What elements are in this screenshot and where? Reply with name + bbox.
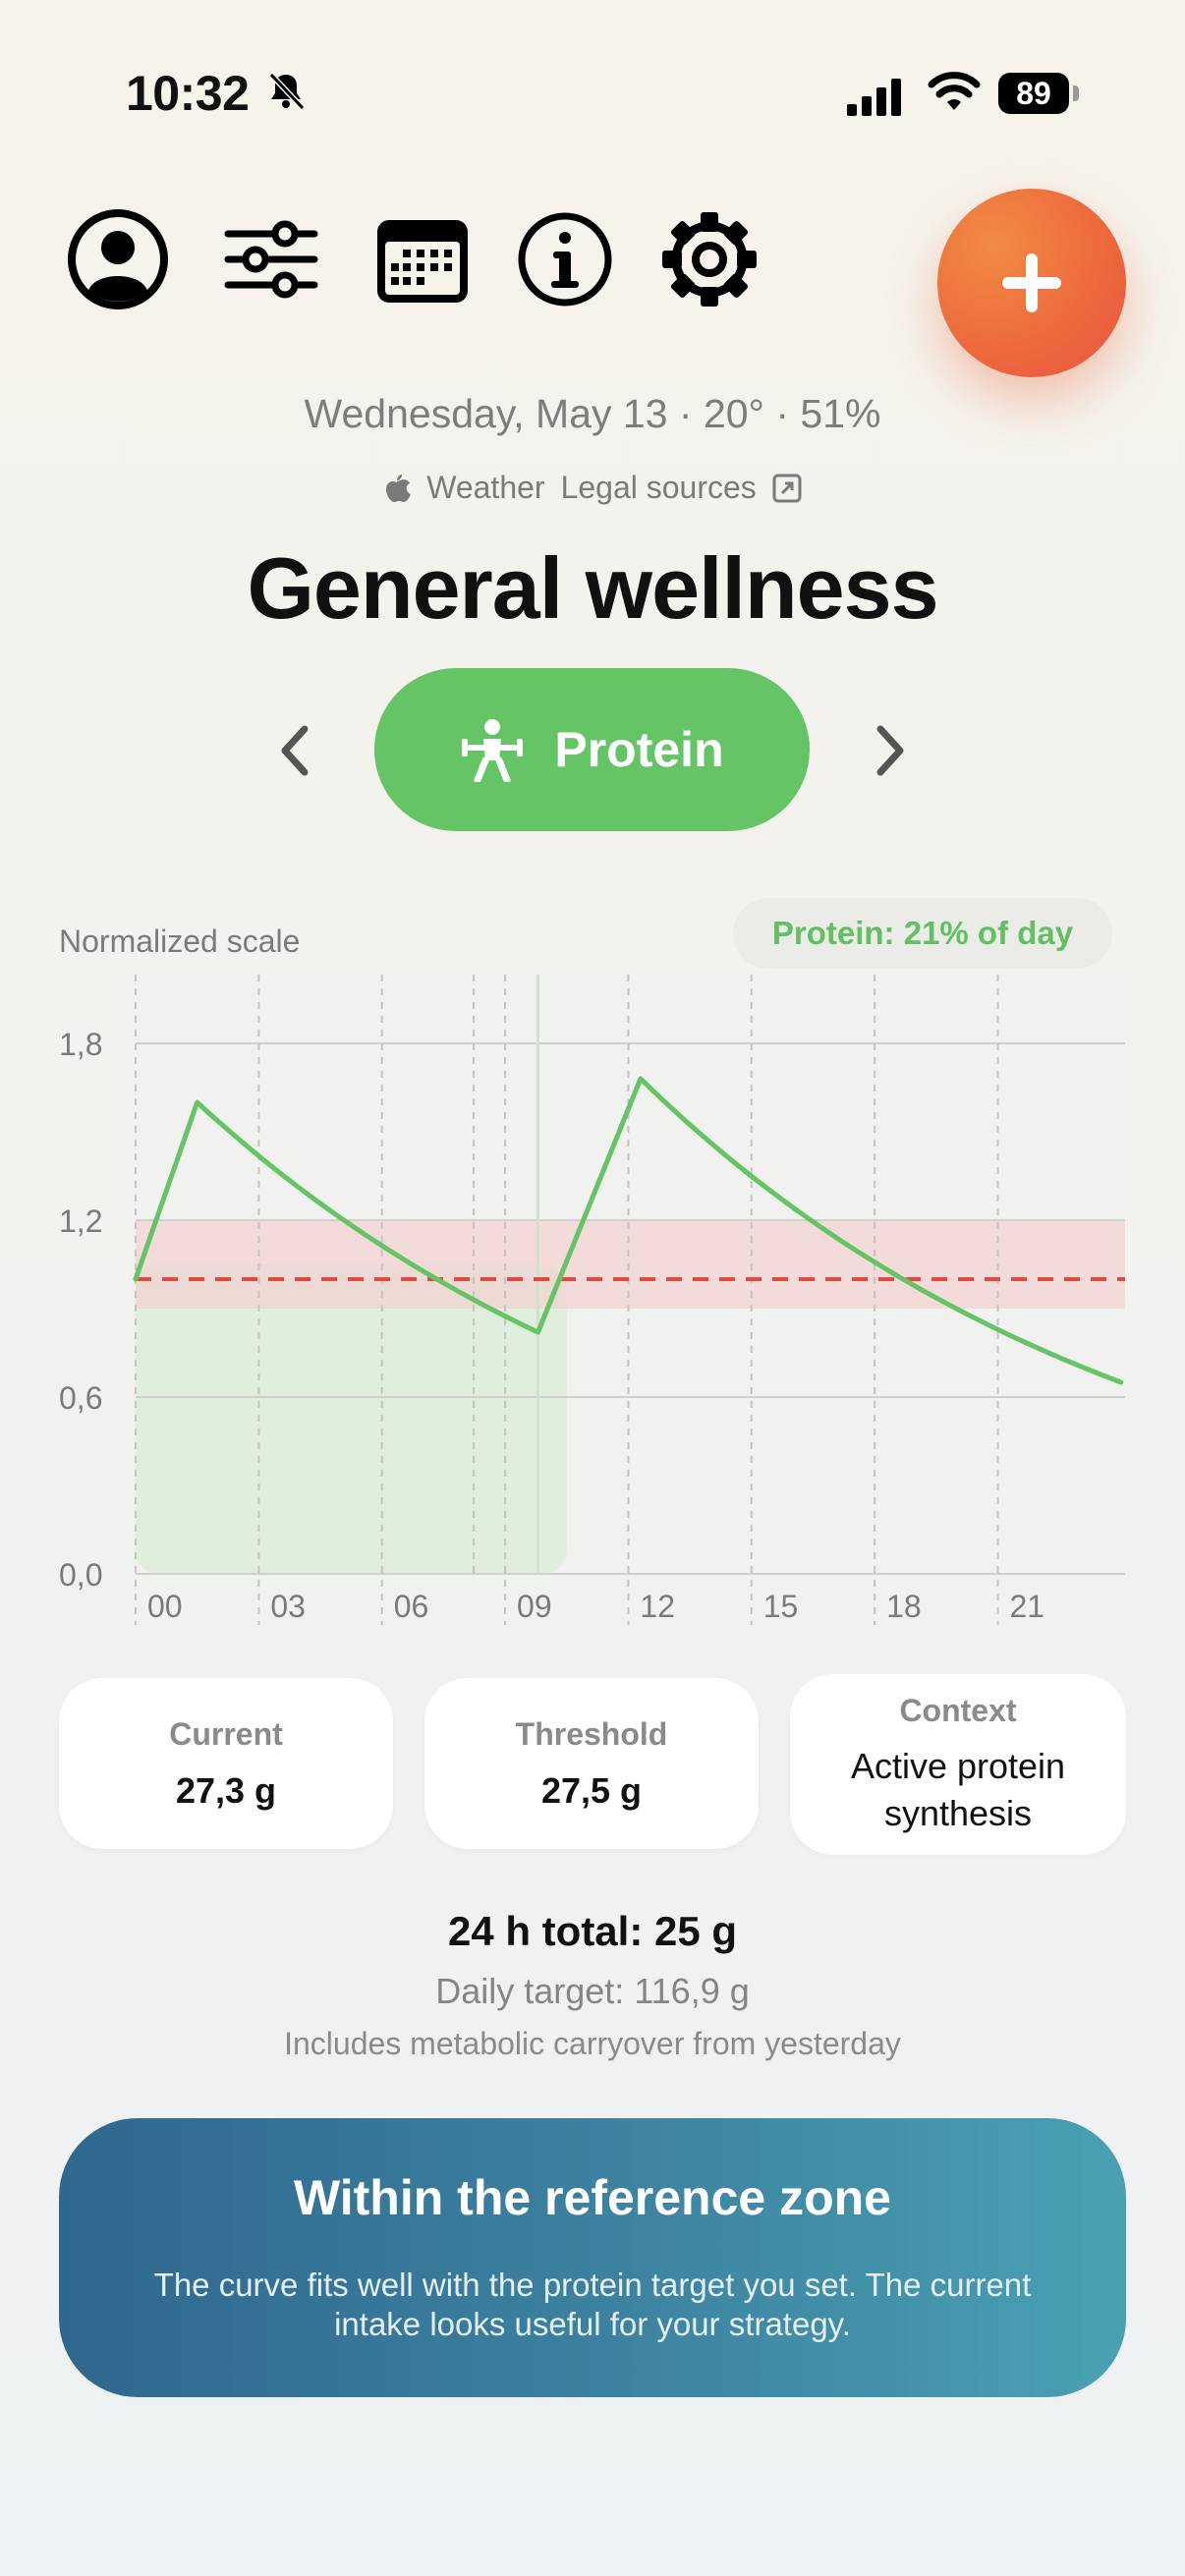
- y-tick-label: 0,6: [59, 1380, 102, 1416]
- date-weather-line: Wednesday, May 13 · 20° · 51%: [304, 391, 881, 436]
- current-card: Current 27,3 g: [59, 1678, 393, 1849]
- context-label: Context: [899, 1692, 1017, 1728]
- x-tick-label: 21: [1009, 1589, 1044, 1624]
- y-tick-label: 1,8: [59, 1027, 102, 1062]
- day-share-chip: Protein: 21% of day: [733, 898, 1112, 969]
- nutrient-label: Protein: [554, 722, 724, 777]
- x-tick-label: 00: [147, 1589, 183, 1624]
- y-tick-label: 0,0: [59, 1557, 102, 1593]
- chevron-left-icon[interactable]: [275, 721, 314, 780]
- x-tick-label: 09: [517, 1589, 552, 1624]
- protein-chart: 0,0 0,6 1,2 1,8 00 03 06 09 12 15 18 21: [59, 975, 1125, 1625]
- silent-bell-icon: [268, 72, 306, 111]
- threshold-value: 27,5 g: [540, 1769, 643, 1811]
- context-card: Context Active protein synthesis: [790, 1674, 1126, 1855]
- legal-sources-link[interactable]: Legal sources: [560, 470, 757, 505]
- reference-band: [136, 1220, 1125, 1309]
- sliders-icon[interactable]: [220, 208, 322, 310]
- context-value: Active protein synthesis: [850, 1745, 1066, 1833]
- info-icon[interactable]: [514, 208, 616, 310]
- x-tick-label: 15: [763, 1589, 799, 1624]
- threshold-label: Threshold: [515, 1715, 668, 1752]
- weightlifter-icon: [462, 719, 524, 782]
- daily-target: Daily target: 116,9 g: [435, 1971, 750, 2011]
- profile-icon[interactable]: [67, 208, 169, 310]
- add-entry-button[interactable]: [937, 189, 1126, 377]
- scale-label: Normalized scale: [59, 924, 301, 959]
- status-banner: Within the reference zone The curve fits…: [59, 2118, 1126, 2397]
- banner-title: Within the reference zone: [294, 2170, 891, 2225]
- status-time: 10:32: [126, 66, 250, 121]
- battery-level: 89: [998, 73, 1069, 114]
- apple-logo-icon: [386, 474, 412, 502]
- carryover-note: Includes metabolic carryover from yester…: [284, 2026, 901, 2061]
- calendar-icon[interactable]: [371, 208, 474, 310]
- elapsed-area: [136, 1264, 567, 1574]
- nutrient-selector[interactable]: Protein: [374, 668, 810, 831]
- page-title: General wellness: [247, 539, 938, 637]
- series-line: [133, 1076, 1124, 1385]
- battery-indicator: 89: [998, 73, 1081, 114]
- threshold-card: Threshold 27,5 g: [424, 1678, 759, 1849]
- current-value: 27,3 g: [175, 1769, 277, 1811]
- cell-signal-icon: [847, 79, 901, 116]
- sources-row: Weather Legal sources: [0, 470, 1185, 506]
- weather-label: Weather: [426, 470, 545, 505]
- x-tick-label: 03: [270, 1589, 306, 1624]
- banner-body: The curve fits well with the protein tar…: [153, 2267, 1032, 2342]
- daily-total: 24 h total: 25 g: [447, 1908, 738, 1954]
- external-link-icon[interactable]: [772, 474, 802, 503]
- x-tick-label: 18: [886, 1589, 922, 1624]
- chevron-right-icon[interactable]: [871, 721, 910, 780]
- wifi-icon: [928, 72, 981, 110]
- current-label: Current: [169, 1715, 283, 1752]
- x-tick-label: 06: [394, 1589, 429, 1624]
- plus-icon: [1002, 253, 1061, 312]
- gear-icon[interactable]: [658, 208, 761, 310]
- x-tick-label: 12: [640, 1589, 675, 1624]
- y-tick-label: 1,2: [59, 1204, 102, 1239]
